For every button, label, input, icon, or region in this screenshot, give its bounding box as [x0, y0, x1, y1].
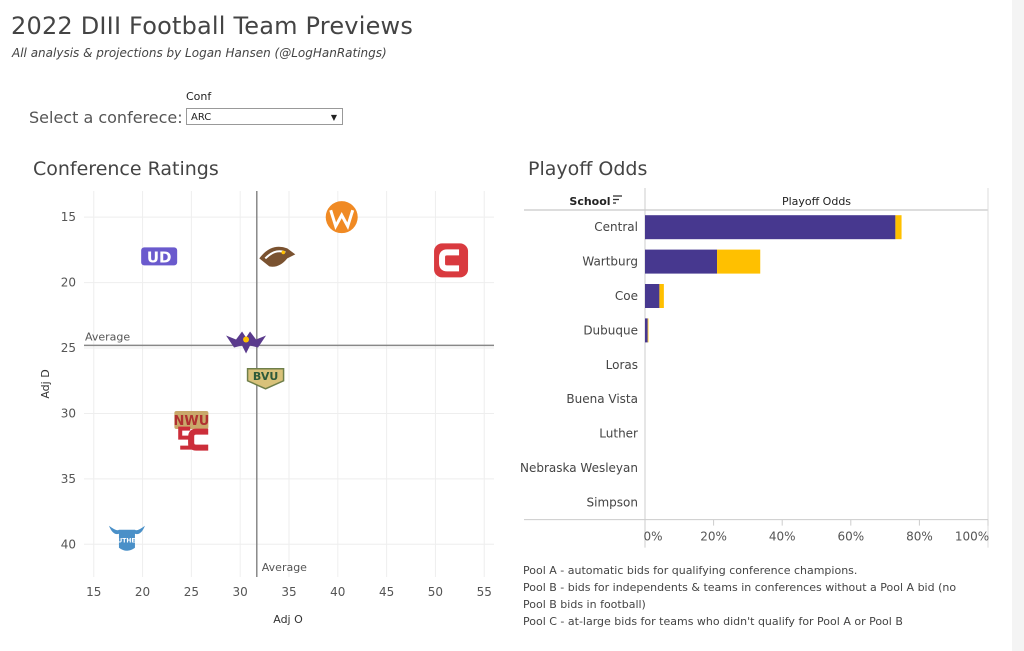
- x-tick-label: 15: [86, 585, 101, 599]
- nebraska-wesleyan-logo-icon: NWU: [173, 410, 209, 429]
- simpson-logo-icon: [178, 426, 209, 451]
- odds-bar-pool-a: [645, 318, 648, 343]
- x-tick-label: 20: [135, 585, 150, 599]
- dubuque-mark: UD: [147, 248, 172, 266]
- x-tick-label: 100%: [955, 530, 989, 544]
- x-tick-label: 60%: [837, 530, 864, 544]
- loras-duhawk: [226, 331, 267, 354]
- wartburg-logo-icon: [325, 201, 358, 234]
- school-label: Luther: [599, 427, 638, 441]
- school-label: Nebraska Wesleyan: [520, 461, 638, 475]
- x-tick-label: 25: [184, 585, 199, 599]
- dropdown-arrow-icon[interactable]: ▼: [330, 113, 337, 122]
- school-column-header: School: [569, 195, 610, 208]
- bvu-shield: [246, 368, 285, 390]
- y-tick-label: 35: [61, 472, 76, 486]
- odds-section-title: Playoff Odds: [528, 158, 648, 180]
- x-average-label: Average: [262, 561, 307, 574]
- central-c: [439, 249, 460, 272]
- school-label: Coe: [615, 289, 638, 303]
- x-tick-label: 80%: [906, 530, 933, 544]
- school-label: Central: [594, 220, 638, 234]
- school-label: Dubuque: [583, 323, 638, 337]
- conference-dropdown-caption: Conf: [186, 90, 212, 103]
- school-label: Wartburg: [582, 255, 638, 269]
- x-tick-label: 40: [330, 585, 345, 599]
- y-tick-label: 20: [61, 276, 76, 290]
- odds-bar-pool-c: [895, 215, 902, 240]
- x-axis-label: Adj O: [273, 613, 303, 626]
- odds-bar-pool-a: [645, 284, 660, 308]
- page-subtitle: All analysis & projections by Logan Hans…: [12, 46, 387, 60]
- coe-hawk-eye: [281, 250, 286, 255]
- odds-bar-pool-a: [645, 249, 718, 274]
- buena-vista-logo-icon: BVU: [246, 368, 285, 390]
- conference-dropdown-value: ARC: [191, 112, 212, 123]
- x-tick-label: 35: [281, 585, 296, 599]
- wartburg-w: [329, 209, 355, 230]
- page-title: 2022 DIII Football Team Previews: [11, 12, 414, 40]
- y-tick-label: 40: [61, 537, 76, 551]
- school-label: Loras: [606, 358, 638, 372]
- x-tick-label: 40%: [769, 530, 796, 544]
- odds-bar-pool-a: [645, 215, 896, 240]
- y-average-label: Average: [85, 330, 130, 343]
- dubuque-logo-icon: UD: [141, 247, 178, 266]
- nwu-mark: NWU: [173, 414, 209, 429]
- nwu-badge: [174, 410, 209, 429]
- pool-notes: Pool A - automatic bids for qualifying c…: [523, 562, 973, 630]
- school-label: Simpson: [587, 495, 638, 509]
- loras-logo-icon: [226, 331, 267, 354]
- simpson-s: [178, 426, 193, 450]
- y-tick-label: 25: [61, 341, 76, 355]
- x-tick-label: 20%: [700, 530, 727, 544]
- y-axis-label: Adj D: [39, 369, 52, 398]
- ratings-section-title: Conference Ratings: [33, 158, 219, 180]
- note-pool-b: Pool B - bids for independents & teams i…: [523, 581, 957, 611]
- x-tick-label: 0%: [643, 530, 662, 544]
- x-tick-label: 55: [477, 585, 492, 599]
- coe-hawk-head: [259, 246, 296, 267]
- simpson-c: [188, 428, 209, 451]
- odds-bar-pool-c: [647, 318, 649, 343]
- school-label: Buena Vista: [566, 392, 638, 406]
- x-tick-label: 45: [379, 585, 394, 599]
- note-pool-a: Pool A - automatic bids for qualifying c…: [523, 564, 858, 577]
- playoff-odds-bar-chart: School Playoff Odds 0% 20% 40% 60% 80% 100% Cent…: [520, 188, 989, 548]
- bvu-mark: BVU: [253, 370, 278, 383]
- y-tick-label: 15: [61, 210, 76, 224]
- luther-logo-icon: LUTHER: [108, 525, 145, 551]
- dubuque-badge: [141, 247, 178, 266]
- x-tick-label: 30: [233, 585, 248, 599]
- y-tick-label: 30: [61, 406, 76, 420]
- conference-dropdown[interactable]: ARC ▼: [186, 108, 343, 125]
- central-logo-icon: [434, 243, 469, 278]
- odds-bar-pool-c: [659, 284, 664, 308]
- luther-mark: LUTHER: [114, 538, 141, 545]
- conference-filter-label: Select a conferece:: [29, 108, 183, 127]
- sort-icon[interactable]: [613, 195, 622, 204]
- odds-column-header: Playoff Odds: [782, 195, 851, 208]
- conference-ratings-scatter: 15 20 25 30 35 40 45 50 55 15 20 25 30 35 40 Adj O Adj D…: [39, 191, 494, 626]
- luther-helmet: [108, 525, 145, 551]
- x-tick-label: 50: [428, 585, 443, 599]
- loras-eye: [243, 336, 250, 343]
- note-pool-c: Pool C - at-large bids for teams who did…: [523, 615, 903, 628]
- coe-hawk-logo-icon: [259, 246, 296, 267]
- scrollbar-track[interactable]: [1012, 0, 1024, 651]
- odds-bar-pool-c: [717, 249, 761, 274]
